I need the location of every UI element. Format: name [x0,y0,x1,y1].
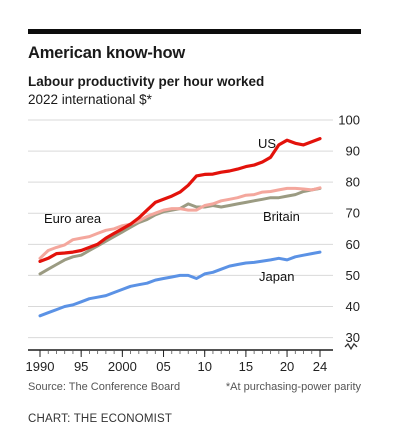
footnote: *At purchasing-power parity [225,381,361,393]
y-tick-label-100: 100 [338,113,360,128]
y-tick-label-90: 90 [346,144,360,159]
series-line-britain [38,186,322,276]
x-tick-label-2020: 20 [280,359,294,374]
header-rule [28,29,361,34]
series-label-britain: Britain [263,209,300,224]
x-tick-label-2024: 24 [313,359,327,374]
chart-title: American know-how [28,44,186,62]
y-axis-ticks: 30 40 50 60 70 80 90 100 [338,113,360,351]
series-label-euro-area: Euro area [44,211,102,226]
chart-credit: CHART: THE ECONOMIST [28,413,173,425]
x-tick-label-2015: 15 [239,359,253,374]
y-tick-label-30: 30 [346,330,360,345]
series-line-japan [38,250,322,318]
chart-subtitle: Labour productivity per hour worked [28,74,265,89]
series-line-us [38,137,322,263]
series-lines [38,137,322,318]
gridlines [28,119,333,339]
x-tick-label-2000: 2000 [108,359,137,374]
source-note: Source: The Conference Board [28,381,181,393]
x-tick-label-2010: 10 [197,359,211,374]
series-label-us: US [258,136,276,151]
axis-break-icon [344,342,358,351]
series-labels: US Euro area Britain Japan [44,136,300,284]
y-tick-label-50: 50 [346,268,360,283]
y-tick-label-40: 40 [346,299,360,314]
x-tick-label-1995: 95 [74,359,88,374]
y-tick-label-80: 80 [346,175,360,190]
x-tick-label-1990: 1990 [26,359,55,374]
series-label-japan: Japan [259,269,294,284]
series-line-euro-area [38,186,322,260]
y-tick-label-70: 70 [346,206,360,221]
x-tick-label-2005: 05 [156,359,170,374]
x-axis: 1990 95 2000 05 10 15 20 24 [26,349,333,374]
chart-units: 2022 international $* [28,92,152,107]
y-tick-label-60: 60 [346,237,360,252]
